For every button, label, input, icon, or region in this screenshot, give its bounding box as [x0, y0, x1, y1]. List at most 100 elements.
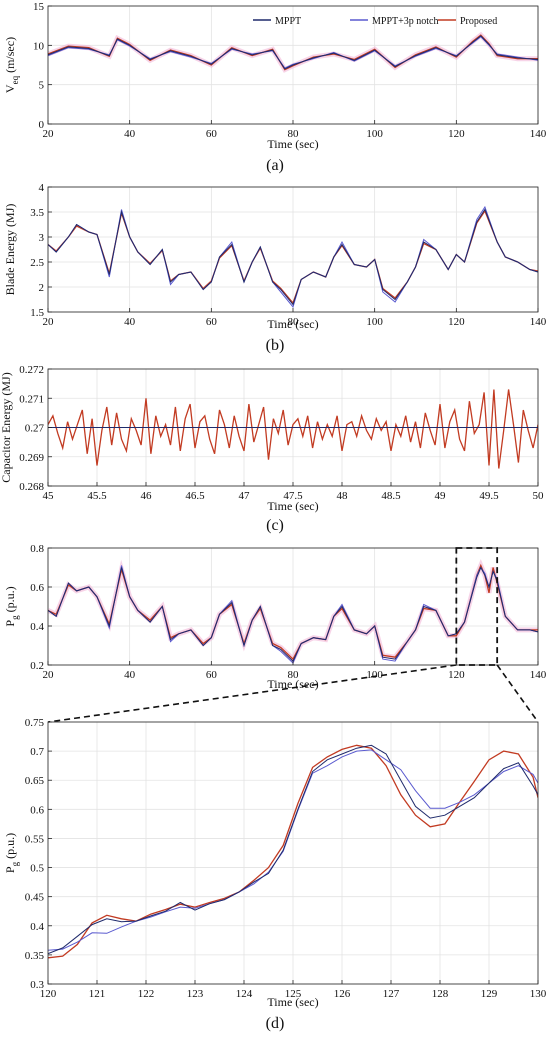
y-tick-label: 0.3: [30, 979, 44, 991]
x-tick-label: 120: [448, 316, 465, 328]
y-axis-label: Veq (m/sec): [3, 37, 20, 93]
y-axis-label: Pg (p.u.): [3, 586, 20, 626]
x-axis-label: Time (sec): [267, 137, 318, 151]
legend-label: Proposed: [460, 16, 497, 27]
legend-label: MPPT+3p notch: [372, 16, 438, 27]
x-tick-label: 48.5: [381, 490, 401, 502]
y-axis-label-main: P: [3, 866, 17, 873]
y-tick-label: 10: [33, 40, 45, 52]
y-tick-label: 0.5: [30, 863, 44, 875]
x-tick-label: 80: [288, 128, 300, 140]
x-tick-label: 121: [89, 988, 106, 1000]
x-tick-label: 80: [288, 316, 300, 328]
x-tick-label: 46.5: [185, 490, 205, 502]
x-tick-label: 100: [366, 316, 383, 328]
chart-d_zoom: 120 121 122 123 124 125 126 127 128 129 130 0.3 0.35…: [3, 717, 547, 1032]
y-tick-label: 5: [39, 80, 45, 92]
y-axis-label-unit: (p.u.): [3, 833, 17, 862]
series-line-mppt: [48, 35, 538, 70]
x-tick-label: 100: [366, 669, 383, 681]
y-tick-label: 0.2: [30, 660, 44, 672]
x-tick-label: 40: [124, 128, 136, 140]
y-tick-label: 0.6: [30, 804, 44, 816]
x-tick-label: 140: [530, 316, 547, 328]
x-tick-label: 46: [141, 490, 153, 502]
y-axis-label-sub: g: [10, 861, 20, 866]
series-line-proposed: [48, 389, 538, 469]
panel-caption: (b): [266, 337, 285, 354]
zoom-connector-right: [496, 664, 539, 723]
x-tick-label: 80: [288, 669, 300, 681]
y-tick-label: 15: [33, 1, 45, 13]
x-tick-label: 47: [239, 490, 251, 502]
y-tick-label: 3: [39, 232, 45, 244]
y-axis-label-unit: (m/sec): [3, 37, 17, 76]
y-tick-label: 0.4: [30, 621, 44, 633]
x-tick-label: 130: [530, 988, 547, 1000]
zoom-connector-left: [47, 664, 457, 723]
y-tick-label: 0.35: [25, 950, 45, 962]
x-tick-label: 45: [43, 490, 55, 502]
x-tick-label: 124: [236, 988, 253, 1000]
x-tick-label: 120: [448, 128, 465, 140]
series-line-mppt: [48, 744, 538, 955]
y-tick-label: 0.7: [30, 746, 44, 758]
legend: MPPT MPPT+3p notch Proposed: [253, 16, 497, 27]
y-tick-label: 0.27: [25, 423, 45, 435]
x-tick-label: 49: [435, 490, 447, 502]
legend-label: MPPT: [275, 16, 301, 27]
y-tick-label: 1.5: [30, 307, 44, 319]
y-axis-label-sub: eq: [10, 75, 20, 84]
x-axis-label: Time (sec): [267, 995, 318, 1009]
x-tick-label: 60: [206, 128, 218, 140]
x-tick-label: 60: [206, 316, 218, 328]
y-tick-label: 0.8: [30, 543, 44, 555]
series-line-mppt: [48, 208, 538, 306]
y-axis-label-sub: g: [10, 615, 20, 620]
y-tick-label: 4: [39, 182, 45, 194]
x-tick-label: 120: [40, 988, 57, 1000]
y-tick-label: 2: [39, 282, 45, 294]
x-tick-label: 126: [334, 988, 351, 1000]
chart-c: 45 45.5 46 46.5 47 47.5 48 48.5 49 49.5 50 0.268 0.2…: [0, 364, 544, 534]
x-axis-label: Time (sec): [267, 317, 318, 331]
x-tick-label: 49.5: [479, 490, 499, 502]
panel-caption: (a): [266, 157, 284, 174]
y-tick-label: 0.6: [30, 582, 44, 594]
x-tick-label: 100: [366, 128, 383, 140]
y-axis-label: Blade Energy (MJ): [3, 204, 17, 296]
chart-a: 20 40 60 80 100 120 140 0 5 10 15 Time (sec) Veq (m/…: [3, 1, 547, 174]
y-axis-label: Capacitor Energy (MJ): [0, 372, 13, 482]
zoom-box: [455, 547, 499, 666]
y-tick-label: 0.75: [25, 717, 45, 729]
x-tick-label: 129: [481, 988, 498, 1000]
x-tick-label: 40: [124, 669, 136, 681]
x-axis-label: Time (sec): [267, 677, 318, 691]
y-tick-label: 0.269: [19, 452, 44, 464]
chart-b: 20 40 60 80 100 120 140 1.5 2 2.5 3 3.5 4 Time (sec) B…: [3, 182, 547, 354]
series-line-mppt: [48, 566, 538, 662]
y-tick-label: 2.5: [30, 257, 44, 269]
y-axis-label-main: V: [3, 84, 17, 93]
x-tick-label: 122: [138, 988, 155, 1000]
y-tick-label: 0.45: [25, 892, 45, 904]
y-tick-label: 0.272: [19, 364, 44, 376]
y-tick-label: 0.268: [19, 481, 44, 493]
x-tick-label: 120: [448, 669, 465, 681]
panel-caption: (d): [266, 1015, 285, 1032]
panel-caption: (c): [266, 517, 284, 534]
y-tick-label: 0.55: [25, 833, 45, 845]
x-tick-label: 45.5: [87, 490, 107, 502]
x-tick-label: 20: [43, 128, 55, 140]
x-tick-label: 140: [530, 128, 547, 140]
y-tick-label: 3.5: [30, 207, 44, 219]
y-tick-label: 0.4: [30, 921, 44, 933]
series-line-proposed: [48, 744, 538, 959]
x-tick-label: 140: [530, 669, 547, 681]
y-tick-label: 0.271: [19, 393, 44, 405]
y-axis-label-main: P: [3, 620, 17, 627]
x-tick-label: 40: [124, 316, 136, 328]
x-tick-label: 20: [43, 669, 55, 681]
x-tick-label: 47.5: [283, 490, 303, 502]
